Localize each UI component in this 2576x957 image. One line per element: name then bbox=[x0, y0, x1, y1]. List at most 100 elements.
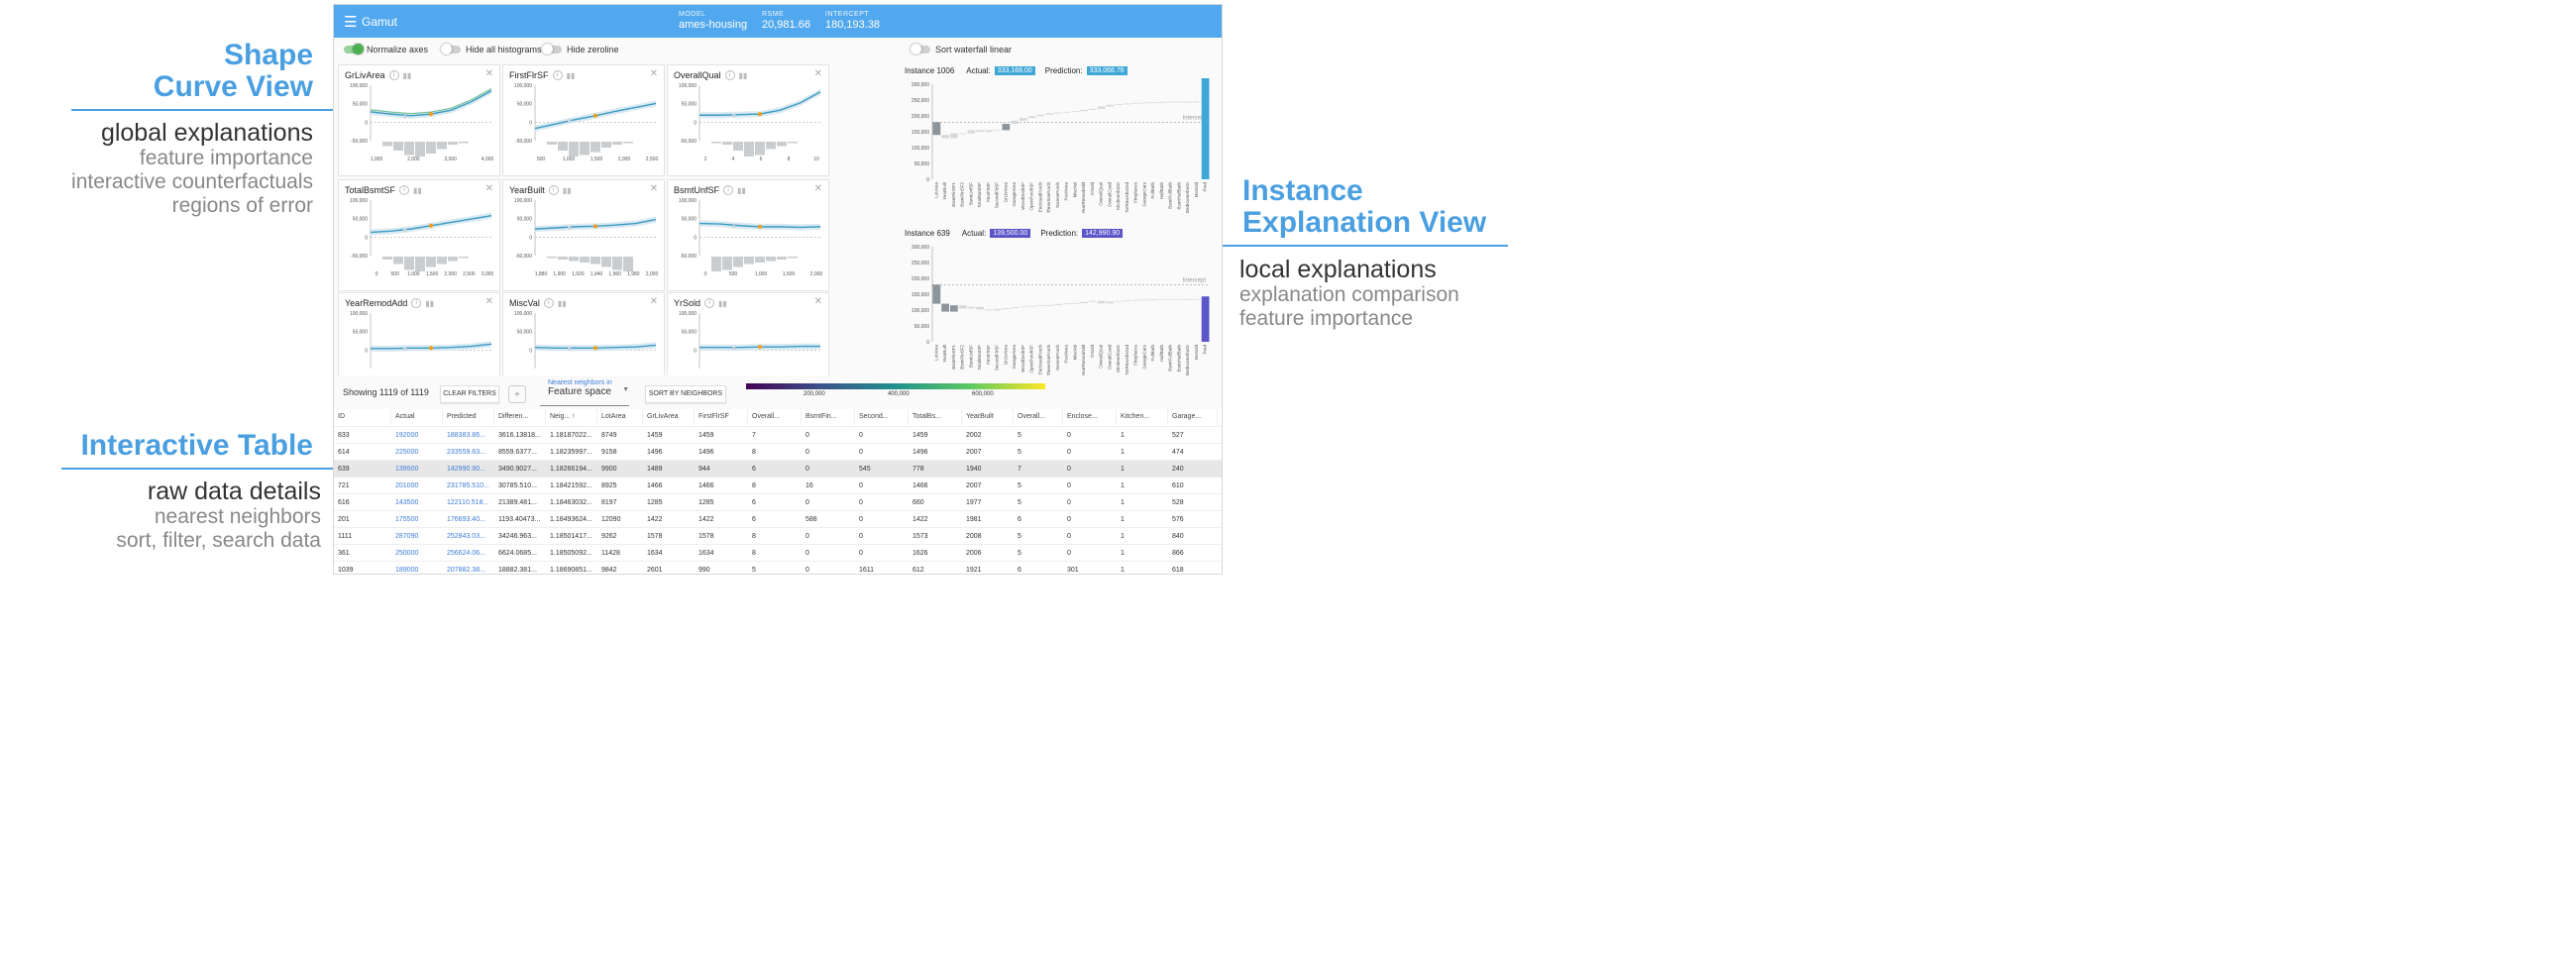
toggle-switch-off[interactable] bbox=[542, 44, 562, 54]
shape-card-totalbsmtsf[interactable]: TotalBsmtSF i ▮▮ ✕ 100,000 50,000 0 -50,000 0 500… bbox=[338, 179, 500, 291]
hide-zeroline-toggle[interactable]: Hide zeroline bbox=[542, 44, 619, 54]
feature-tick-label: TotRmsAbvGrd bbox=[1125, 182, 1129, 213]
table-row[interactable]: 1111 287090 252843.03... 34246.963... 1.1850… bbox=[334, 527, 1222, 545]
instance-waterfall-639[interactable]: Instance 639 Actual: 139,500.00 Prediction:… bbox=[899, 229, 1222, 387]
column-header[interactable]: YearBuilt bbox=[962, 409, 1014, 425]
shape-card-firstflrsf[interactable]: FirstFlrSF i ▮▮ ✕ 100,000 50,000 0 -50,000 500 1,… bbox=[502, 64, 665, 176]
column-header[interactable]: Second... bbox=[855, 409, 909, 425]
feature-name: GrLivArea bbox=[345, 70, 385, 80]
table-cell: 1489 bbox=[647, 466, 663, 473]
info-icon[interactable]: i bbox=[399, 185, 410, 195]
waterfall-bar bbox=[1002, 308, 1011, 310]
column-header[interactable]: Neig... ↑ bbox=[546, 409, 597, 425]
column-header[interactable]: Actual bbox=[391, 409, 443, 425]
info-icon[interactable]: i bbox=[552, 70, 563, 80]
close-icon[interactable]: ✕ bbox=[813, 183, 822, 194]
table-cell: 1459 bbox=[912, 432, 928, 439]
normalize-axes-toggle[interactable]: Normalize axes bbox=[344, 44, 428, 54]
feature-tick-label: GarageCars bbox=[1141, 344, 1146, 369]
table-cell: 6 bbox=[752, 499, 756, 506]
info-icon[interactable]: i bbox=[548, 185, 559, 195]
neighbors-space-select[interactable]: Nearest neighbors in Feature space ▼ bbox=[540, 379, 629, 406]
table-row[interactable]: 721 201000 231785.510... 30785.510... 1.1842… bbox=[334, 477, 1222, 494]
shape-card-grlivarea[interactable]: GrLivArea i ▮▮ ✕ 100,000 50,000 0 -50,000 1,000 2… bbox=[338, 64, 500, 176]
sort-by-neighbors-button[interactable]: SORT BY NEIGHBORS bbox=[645, 385, 726, 403]
histogram-toggle-icon[interactable]: ▮▮ bbox=[718, 298, 727, 308]
histogram-toggle-icon[interactable]: ▮▮ bbox=[562, 185, 572, 195]
shape-card-overallqual[interactable]: OverallQual i ▮▮ ✕ 100,000 50,000 0 -50,000 2 4 6 8… bbox=[667, 64, 829, 176]
waterfall-bar bbox=[1002, 124, 1011, 131]
table-row[interactable]: 639 139500 142990.90... 3490.9027... 1.18266… bbox=[334, 460, 1222, 478]
histogram-toggle-icon[interactable]: ▮▮ bbox=[566, 70, 576, 80]
waterfall-bar bbox=[1193, 298, 1201, 300]
histogram-toggle-icon[interactable]: ▮▮ bbox=[402, 70, 412, 80]
column-header[interactable]: Kitchen... bbox=[1117, 409, 1168, 425]
table-row[interactable]: 614 225000 233559.63... 8559.6377... 1.18235… bbox=[334, 443, 1222, 461]
close-icon[interactable]: ✕ bbox=[484, 68, 493, 79]
histogram-toggle-icon[interactable]: ▮▮ bbox=[737, 185, 746, 195]
histogram-toggle-icon[interactable]: ▮▮ bbox=[557, 298, 567, 308]
locate-icon[interactable]: ⌖ bbox=[508, 385, 526, 403]
x-tick-label: 1,000 bbox=[407, 271, 420, 277]
table-cell: 6 bbox=[1018, 516, 1021, 523]
close-icon[interactable]: ✕ bbox=[649, 296, 658, 307]
column-header[interactable]: Overall... bbox=[1014, 409, 1063, 425]
close-icon[interactable]: ✕ bbox=[813, 68, 822, 79]
toggle-switch-on[interactable] bbox=[344, 44, 364, 54]
table-row[interactable]: 361 250000 256624.06... 6624.0685... 1.18505… bbox=[334, 544, 1222, 562]
waterfall-bar bbox=[1124, 103, 1131, 105]
table-cell: 0 bbox=[805, 567, 809, 574]
column-header[interactable]: Garage... bbox=[1168, 409, 1218, 425]
close-icon[interactable]: ✕ bbox=[484, 296, 493, 307]
column-header[interactable]: TotalBs... bbox=[909, 409, 962, 425]
table-cell: 8 bbox=[752, 533, 756, 540]
info-icon[interactable]: i bbox=[704, 298, 715, 308]
info-icon[interactable]: i bbox=[723, 185, 734, 195]
shape-card-yearbuilt[interactable]: YearBuilt i ▮▮ ✕ 100,000 50,000 0 -50,000 1,880 1… bbox=[502, 179, 665, 291]
instance-waterfall-1006[interactable]: Instance 1006 Actual: 333,168.00 Prediction… bbox=[899, 66, 1222, 225]
x-tick-label: 2,500 bbox=[463, 271, 476, 277]
shape-card-bsmtunfsf[interactable]: BsmtUnfSF i ▮▮ ✕ 100,000 50,000 0 -50,000 0 500 1,… bbox=[667, 179, 829, 291]
column-header[interactable]: Enclose... bbox=[1063, 409, 1117, 425]
table-row[interactable]: 616 143500 122110.518... 21389.481... 1.1846… bbox=[334, 493, 1222, 511]
table-cell: 1.18690851... bbox=[550, 567, 592, 574]
y-tick-label: -50,000 bbox=[680, 139, 697, 145]
column-header[interactable]: BsmtFin... bbox=[802, 409, 855, 425]
close-icon[interactable]: ✕ bbox=[813, 296, 822, 307]
hide-histograms-toggle[interactable]: Hide all histograms bbox=[441, 44, 542, 54]
shape-card-miscval[interactable]: MiscVal i ▮▮ ✕ 100,000 50,000 0 bbox=[502, 292, 665, 377]
table-row[interactable]: 201 175500 176693.40... 1193.40473... 1.1849… bbox=[334, 510, 1222, 528]
info-icon[interactable]: i bbox=[388, 70, 399, 80]
clear-filters-button[interactable]: CLEAR FILTERS bbox=[440, 385, 499, 403]
table-cell: 256624.06... bbox=[447, 550, 485, 557]
prediction-label: Prediction: bbox=[1040, 229, 1079, 238]
table-cell: 618 bbox=[1172, 567, 1184, 574]
toggle-switch-off[interactable] bbox=[441, 44, 461, 54]
table-cell: 1 bbox=[1121, 533, 1125, 540]
table-cell: 8 bbox=[752, 449, 756, 456]
column-header[interactable]: LotArea bbox=[597, 409, 643, 425]
hamburger-menu-icon[interactable]: ☰ bbox=[344, 14, 358, 31]
table-row[interactable]: 833 192000 188383.86... 3616.13818... 1.1818… bbox=[334, 426, 1222, 444]
column-header[interactable]: GrLivArea bbox=[643, 409, 695, 425]
histogram-toggle-icon[interactable]: ▮▮ bbox=[425, 298, 435, 308]
toggle-switch-off[interactable] bbox=[911, 44, 930, 54]
sort-waterfall-toggle[interactable]: Sort waterfall linear bbox=[911, 44, 1012, 54]
feature-tick-label: YearBuilt bbox=[942, 344, 947, 363]
column-header[interactable]: ID bbox=[334, 409, 391, 425]
close-icon[interactable]: ✕ bbox=[484, 183, 493, 194]
shape-card-yrsold[interactable]: YrSold i ▮▮ ✕ 100,000 50,000 0 bbox=[667, 292, 829, 377]
close-icon[interactable]: ✕ bbox=[649, 183, 658, 194]
table-row[interactable]: 1039 189000 207882.38... 18882.381... 1.1869… bbox=[334, 561, 1222, 574]
histogram-toggle-icon[interactable]: ▮▮ bbox=[738, 70, 748, 80]
close-icon[interactable]: ✕ bbox=[649, 68, 658, 79]
column-header[interactable]: FirstFlrSF bbox=[695, 409, 748, 425]
column-header[interactable]: Overall... bbox=[748, 409, 802, 425]
info-icon[interactable]: i bbox=[724, 70, 735, 80]
shape-card-yearremodadd[interactable]: YearRemodAdd i ▮▮ ✕ 100,000 50,000 0 bbox=[338, 292, 500, 377]
histogram-toggle-icon[interactable]: ▮▮ bbox=[413, 185, 422, 195]
info-icon[interactable]: i bbox=[543, 298, 554, 308]
info-icon[interactable]: i bbox=[411, 298, 422, 308]
column-header[interactable]: Differen... bbox=[494, 409, 546, 425]
column-header[interactable]: Predicted bbox=[443, 409, 494, 425]
